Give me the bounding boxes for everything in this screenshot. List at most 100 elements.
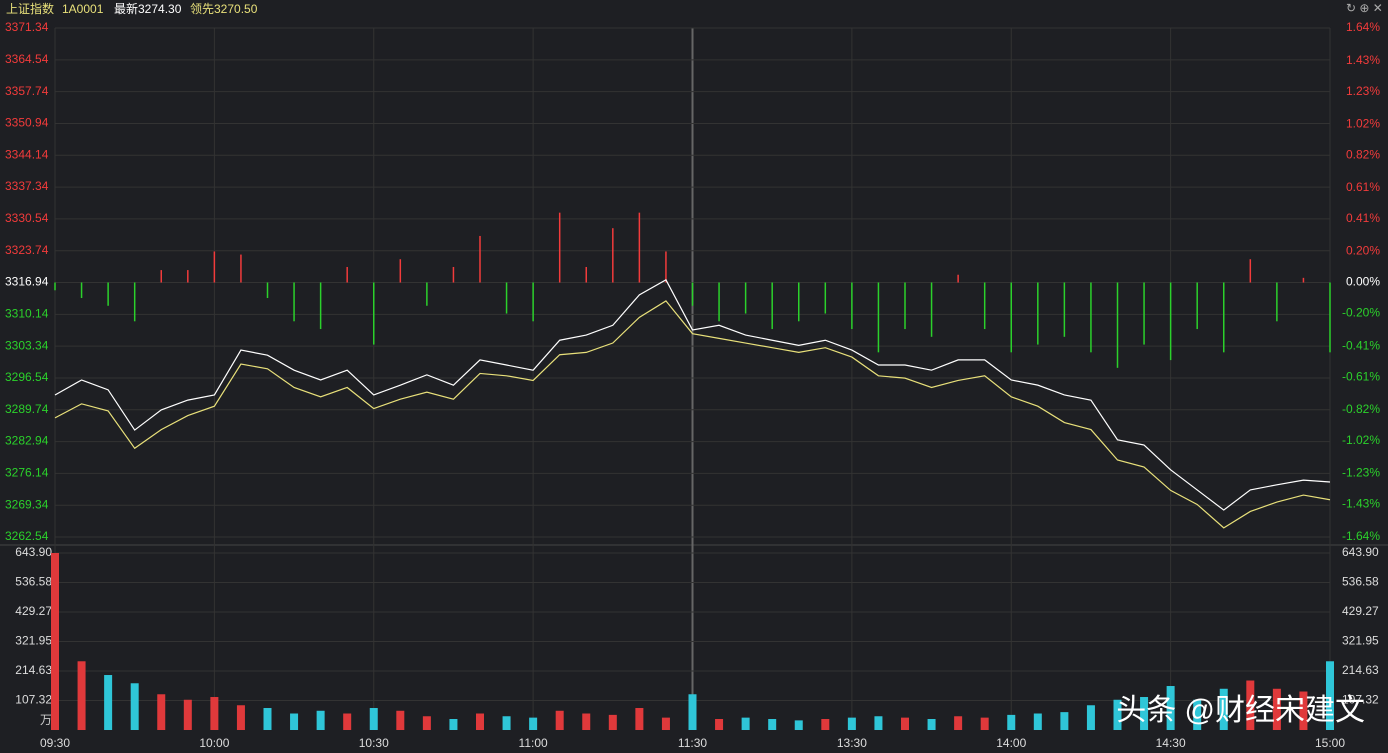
y-tick-label: 3330.54 — [5, 211, 49, 225]
index-code: 1A0001 — [62, 2, 104, 16]
volume-bar — [768, 719, 777, 730]
y2-tick-label: 1.02% — [1346, 116, 1380, 130]
y-tick-label: 536.58 — [15, 575, 52, 589]
y-tick-label: 3269.34 — [5, 497, 49, 511]
volume-bar — [396, 710, 405, 730]
watermark: 头条 @财经宋建文 — [1116, 694, 1365, 727]
y2-tick-label: 536.58 — [1342, 575, 1379, 589]
volume-bar — [236, 705, 245, 730]
volume-bar — [1193, 699, 1202, 730]
y-tick-label: 3323.74 — [5, 243, 49, 257]
y2-tick-label: 0.61% — [1346, 180, 1380, 194]
volume-bar — [555, 710, 564, 730]
price-line — [54, 300, 1331, 529]
volume-bar — [608, 714, 617, 730]
y-tick-label: 3276.14 — [5, 466, 49, 480]
volume-bar — [51, 553, 59, 730]
volume-bar — [422, 716, 431, 730]
y-tick-label: 643.90 — [15, 545, 52, 559]
volume-bar — [157, 694, 166, 730]
volume-bar — [954, 716, 963, 730]
y2-tick-label: 0.00% — [1346, 275, 1380, 289]
volume-bar — [1219, 688, 1228, 730]
y-tick-label: 321.95 — [15, 634, 52, 648]
volume-bar — [874, 716, 883, 730]
y-tick-label: 3350.94 — [5, 116, 49, 130]
y2-tick-label: 0.82% — [1346, 147, 1380, 161]
y-tick-label: 3371.34 — [5, 20, 49, 34]
x-tick-label: 11:00 — [519, 736, 548, 750]
volume-bar — [635, 708, 644, 730]
volume-bar — [1086, 705, 1095, 730]
volume-bar — [901, 717, 909, 730]
volume-unit: 万 — [40, 713, 52, 727]
volume-bar — [77, 661, 86, 730]
volume-bar — [1299, 691, 1308, 730]
y2-tick-label: 0.20% — [1346, 244, 1380, 258]
volume-bar — [1007, 714, 1016, 730]
volume-bar — [715, 719, 724, 730]
y-tick-label: 3316.94 — [5, 275, 49, 289]
x-tick-label: 10:30 — [359, 736, 389, 750]
y-tick-label: 3282.94 — [5, 434, 49, 448]
volume-bar — [1166, 686, 1175, 730]
x-tick-label: 14:00 — [996, 736, 1026, 750]
volume-bar — [980, 717, 989, 730]
volume-bar — [263, 708, 272, 730]
volume-bar — [688, 694, 697, 730]
volume-bar — [290, 713, 299, 730]
volume-bar — [1272, 688, 1281, 730]
y2-tick-label: 1.43% — [1346, 53, 1380, 67]
volume-bar — [1246, 680, 1255, 730]
y2-tick-label: 643.90 — [1342, 545, 1379, 559]
volume-bar — [502, 716, 511, 730]
price-line — [54, 279, 1331, 511]
y-tick-label: 3303.34 — [5, 338, 49, 352]
y-tick-label: 3289.74 — [5, 402, 49, 416]
volume-bar — [104, 675, 113, 730]
y2-tick-label: 321.95 — [1342, 634, 1379, 648]
x-tick-label: 13:30 — [837, 736, 867, 750]
y-tick-label: 214.63 — [15, 663, 52, 677]
y2-tick-label: -1.23% — [1342, 466, 1380, 480]
volume-bar — [794, 720, 803, 730]
y-tick-label: 3364.54 — [5, 52, 49, 66]
x-tick-label: 10:00 — [199, 736, 229, 750]
volume-bar — [847, 717, 856, 730]
volume-bar — [369, 708, 378, 730]
volume-bar — [476, 713, 484, 730]
y2-tick-label: 1.64% — [1346, 20, 1380, 34]
y-tick-label: 3296.54 — [5, 370, 49, 384]
x-tick-label: 11:30 — [678, 736, 707, 750]
x-tick-label: 15:00 — [1315, 736, 1345, 750]
lead: 领先3270.50 — [190, 2, 258, 16]
y-tick-label: 3337.34 — [5, 179, 49, 193]
volume-bar — [130, 683, 139, 730]
volume-bar — [741, 717, 750, 730]
y2-tick-label: -0.61% — [1342, 369, 1380, 383]
y2-tick-label: -1.64% — [1342, 529, 1380, 543]
y2-tick-label: -0.41% — [1342, 338, 1380, 352]
volume-bar — [316, 710, 325, 730]
index-name: 上证指数 — [6, 1, 54, 16]
y-tick-label: 3262.54 — [5, 529, 49, 543]
volume-bar — [1326, 661, 1334, 730]
x-tick-label: 14:30 — [1156, 736, 1186, 750]
y-tick-label: 3344.14 — [5, 147, 49, 161]
volume-bar — [1060, 712, 1069, 730]
volume-bar — [1113, 699, 1122, 730]
y2-tick-label: 214.63 — [1342, 663, 1379, 677]
y-tick-label: 429.27 — [15, 604, 52, 618]
volume-bar — [582, 713, 591, 730]
volume-bar — [1140, 697, 1149, 730]
x-tick-label: 09:30 — [40, 736, 70, 750]
volume-bar — [821, 719, 830, 730]
refresh-icon[interactable]: ↻ ⊕ ✕ — [1346, 1, 1383, 15]
y2-tick-label: -0.82% — [1342, 402, 1380, 416]
y-tick-label: 107.32 — [15, 693, 52, 707]
y2-tick-label: 107.32 — [1342, 693, 1379, 707]
volume-bar — [529, 717, 538, 730]
volume-bar — [661, 717, 670, 730]
y2-tick-label: -1.02% — [1342, 433, 1380, 447]
